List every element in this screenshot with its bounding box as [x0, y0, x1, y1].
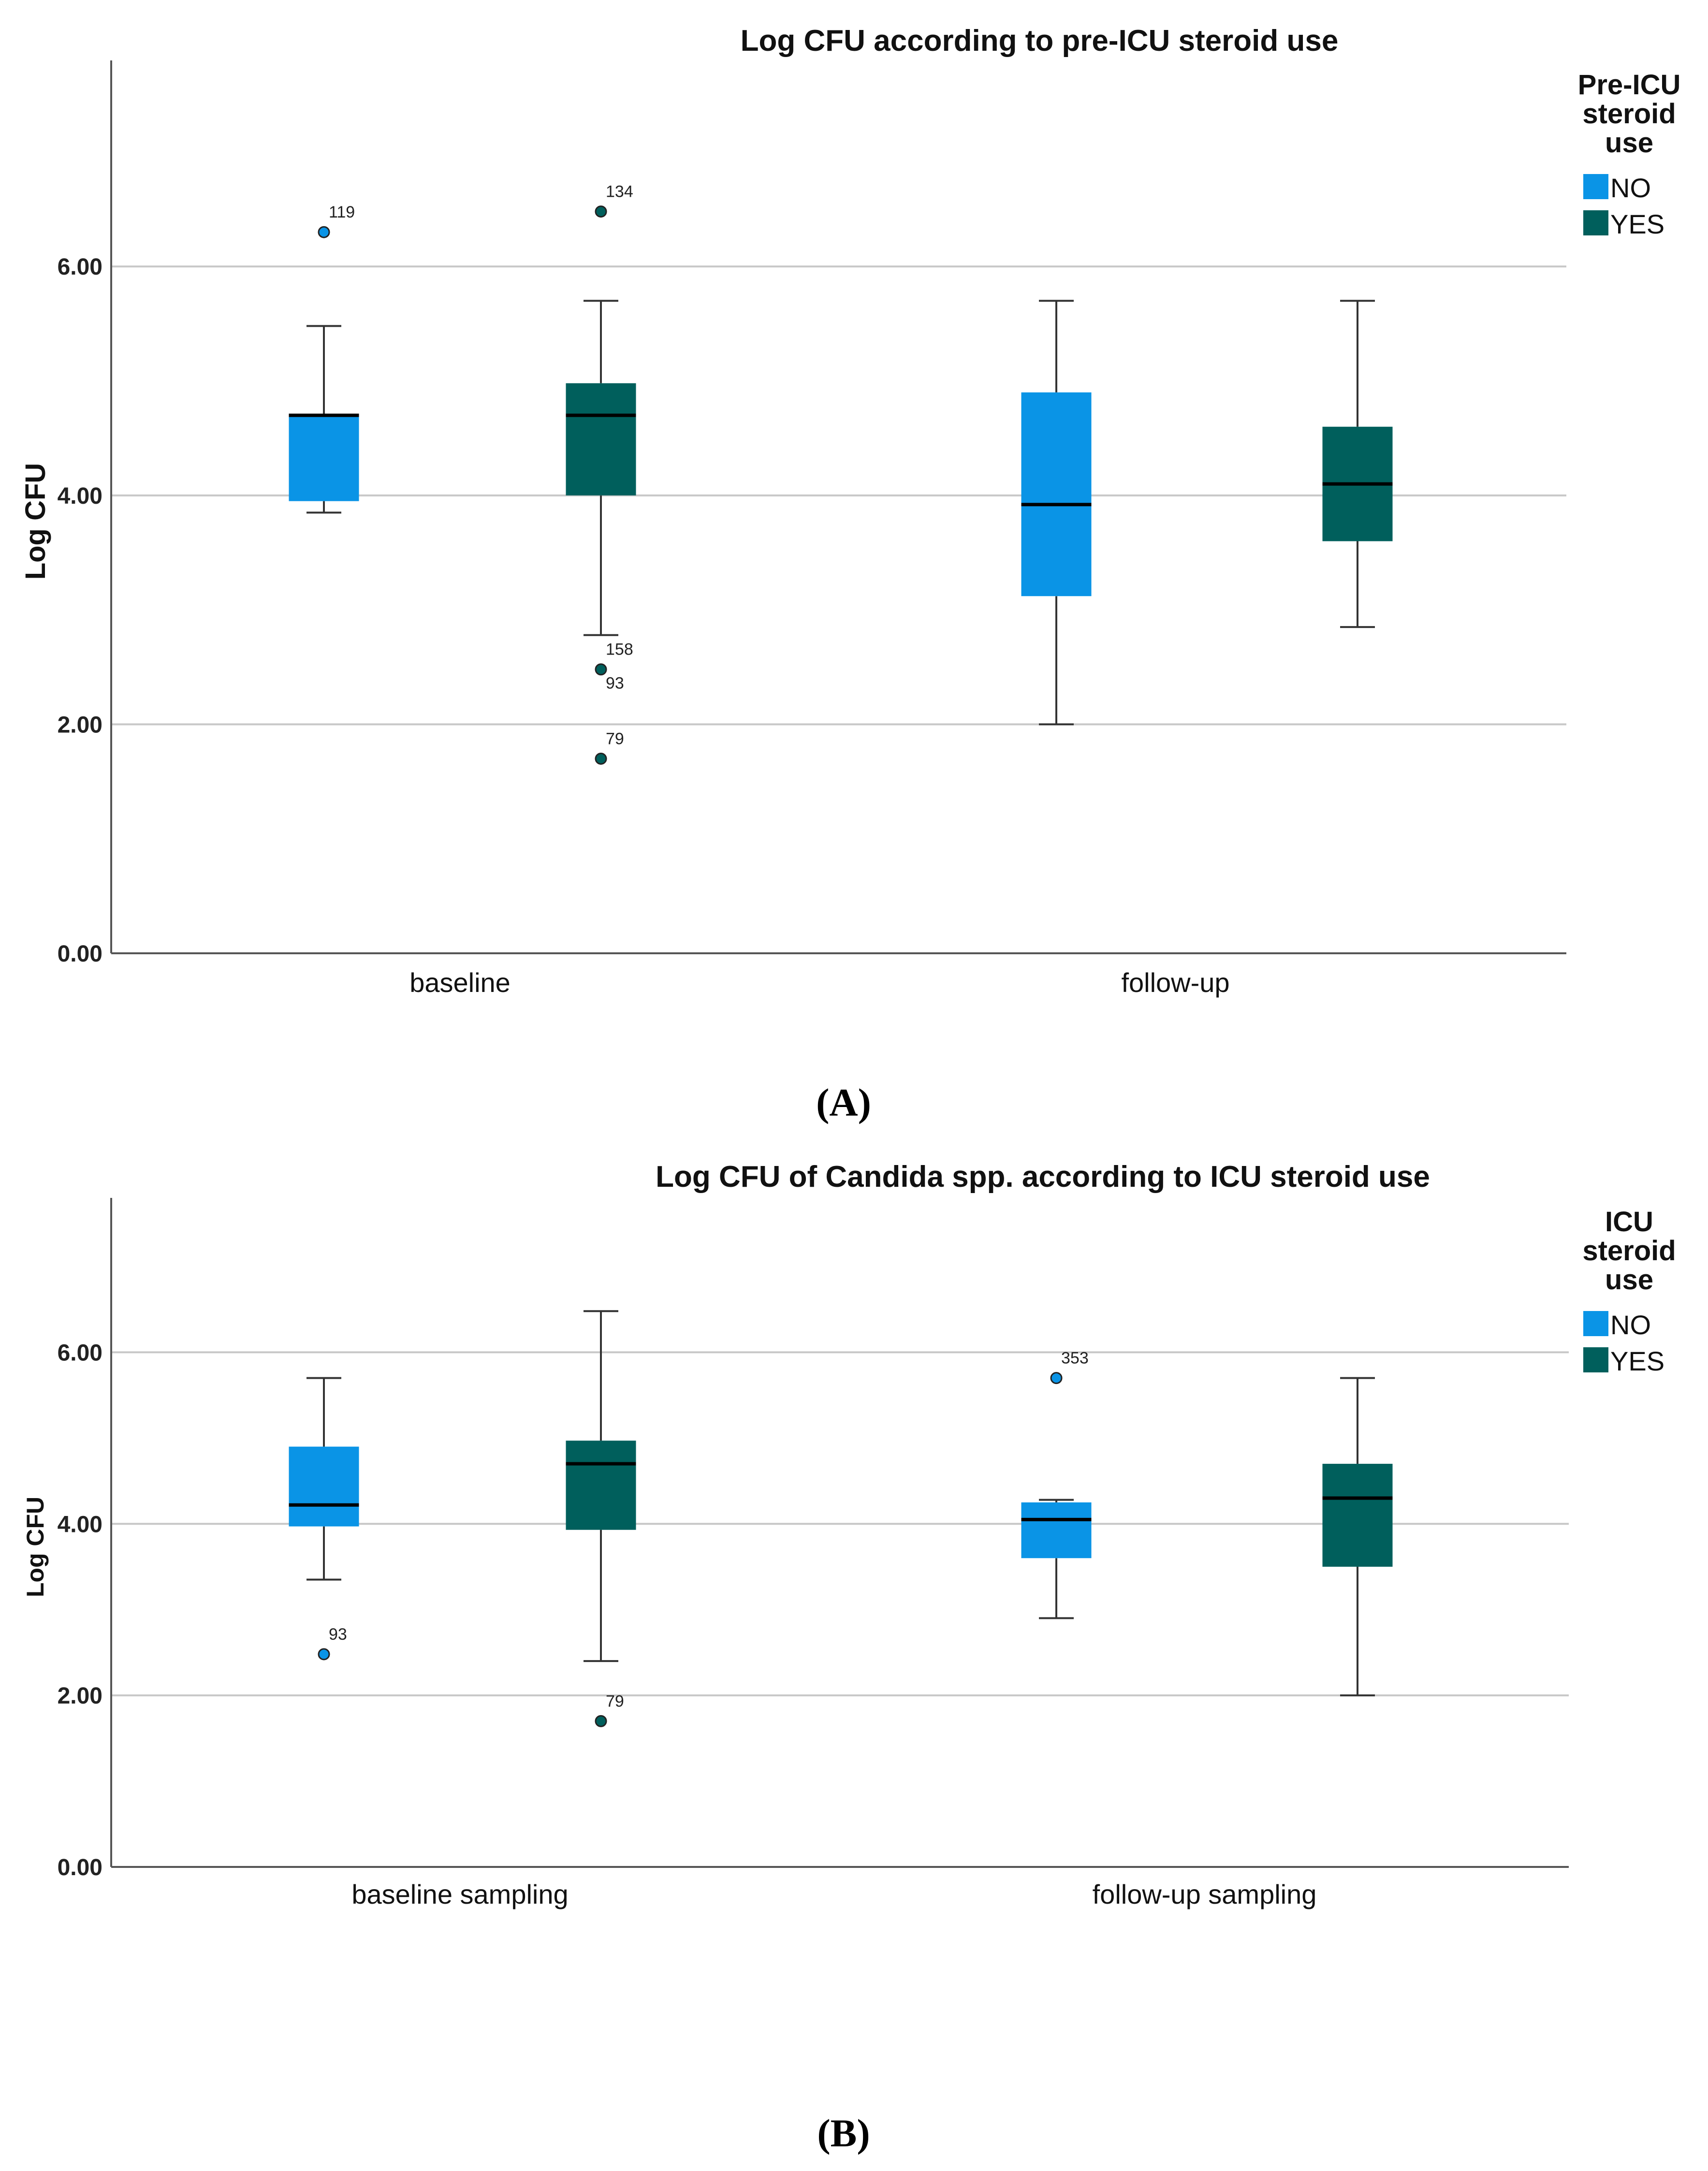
legend-title: Pre-ICU [1578, 69, 1681, 101]
y-tick-label: 0.00 [58, 1855, 102, 1880]
box-no: 119 [289, 203, 359, 514]
outlier-point [595, 205, 607, 218]
box-iqr [1322, 1464, 1393, 1567]
box-iqr [1021, 392, 1092, 597]
outlier-label: 134 [606, 183, 633, 201]
legend-label: NO [1610, 173, 1651, 203]
box-yes: 79 [566, 1310, 636, 1727]
box-iqr [289, 415, 359, 501]
legend-label: NO [1610, 1310, 1651, 1340]
box-iqr [289, 1446, 359, 1527]
legend-label: YES [1610, 209, 1664, 239]
outlier-point [318, 1648, 330, 1661]
legend-label: YES [1610, 1346, 1664, 1376]
box-yes [1322, 300, 1393, 628]
y-axis-label: Log CFU [22, 1497, 49, 1597]
box-no [1021, 300, 1092, 726]
outlier-point [595, 663, 607, 676]
outlier-label: 119 [329, 203, 355, 221]
x-tick-label: follow-up [1121, 967, 1229, 998]
y-tick-label: 4.00 [58, 483, 102, 509]
y-axis-label: Log CFU [20, 463, 51, 580]
box-no: 353 [1021, 1349, 1092, 1619]
outlier-label: 353 [1061, 1349, 1089, 1368]
legend-swatch-yes [1583, 1347, 1608, 1372]
chart-title: Log CFU of Candida spp. according to ICU… [656, 1160, 1430, 1194]
panel-b: 0.00 2.00 4.00 6.00 Log CFU of Candida spp. … [22, 1160, 1676, 1909]
legend-title: use [1605, 1264, 1653, 1296]
chart-title: Log CFU according to pre-ICU steroid use [741, 24, 1339, 58]
panel-b-label: (B) [817, 2111, 870, 2155]
box-yes: 134 158 93 79 [566, 183, 636, 765]
legend-swatch-no [1583, 1311, 1608, 1336]
box-yes [1322, 1377, 1393, 1697]
outlier-point [595, 752, 607, 765]
outlier-label: 79 [606, 729, 624, 748]
legend-title: use [1605, 127, 1653, 159]
box-no: 93 [289, 1377, 359, 1661]
outlier-point [318, 226, 330, 238]
y-tick-label: 0.00 [58, 941, 102, 967]
y-tick-label: 2.00 [58, 1683, 102, 1709]
y-tick-label: 4.00 [58, 1512, 102, 1537]
legend-swatch-no [1583, 174, 1608, 199]
outlier-point [1050, 1372, 1063, 1384]
outlier-label: 93 [329, 1625, 347, 1644]
legend-title: steroid [1582, 1235, 1676, 1267]
x-tick-label: baseline [409, 967, 511, 998]
outlier-label: 158 [606, 641, 633, 659]
outlier-label: 93 [606, 674, 624, 693]
box-iqr [566, 1441, 636, 1530]
panel-a-label: (A) [816, 1080, 871, 1124]
outlier-point [595, 1715, 607, 1727]
y-tick-label: 6.00 [58, 254, 102, 280]
x-tick-label: baseline sampling [351, 1879, 568, 1909]
legend-title: ICU [1605, 1206, 1653, 1238]
y-tick-label: 2.00 [58, 712, 102, 738]
outlier-label: 79 [606, 1692, 624, 1710]
box-iqr [566, 383, 636, 495]
x-tick-label: follow-up sampling [1093, 1879, 1317, 1909]
legend-swatch-yes [1583, 210, 1608, 235]
box-iqr [1021, 1502, 1092, 1559]
y-tick-label: 6.00 [58, 1340, 102, 1366]
panel-a: 0.00 2.00 4.00 6.00 Log CFU according to pre… [20, 24, 1680, 998]
legend-title: steroid [1582, 98, 1676, 130]
